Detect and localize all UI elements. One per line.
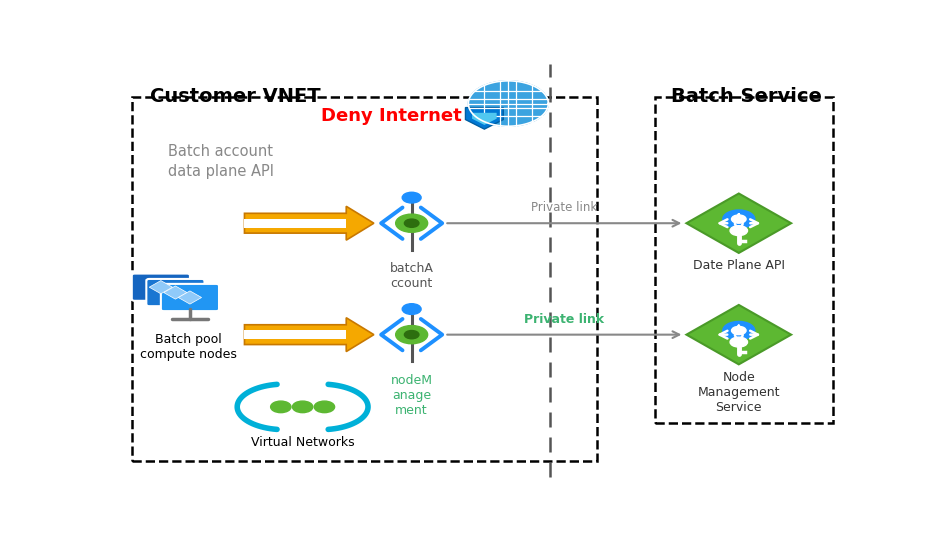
Circle shape — [468, 81, 549, 126]
FancyArrow shape — [245, 330, 346, 339]
Circle shape — [730, 337, 748, 347]
Polygon shape — [465, 108, 504, 129]
Polygon shape — [687, 305, 791, 364]
FancyArrow shape — [245, 219, 346, 228]
Text: Deny Internet: Deny Internet — [321, 107, 461, 125]
Polygon shape — [687, 193, 791, 253]
Circle shape — [723, 322, 755, 340]
Circle shape — [271, 401, 291, 413]
Circle shape — [730, 226, 748, 236]
FancyBboxPatch shape — [131, 273, 189, 301]
Circle shape — [402, 192, 421, 203]
Text: Batch account
data plane API: Batch account data plane API — [168, 144, 274, 178]
Polygon shape — [472, 113, 496, 125]
Text: batchA
ccount: batchA ccount — [389, 263, 433, 291]
Polygon shape — [178, 291, 202, 304]
Text: Private link: Private link — [531, 201, 598, 214]
Polygon shape — [164, 286, 187, 299]
Circle shape — [402, 304, 421, 315]
Circle shape — [723, 210, 755, 228]
Text: nodeM
anage
ment: nodeM anage ment — [390, 374, 432, 417]
Circle shape — [396, 214, 428, 232]
FancyBboxPatch shape — [161, 284, 219, 311]
Text: Node
Management
Service: Node Management Service — [698, 370, 780, 414]
Text: Batch Service: Batch Service — [672, 87, 822, 106]
Circle shape — [404, 331, 419, 339]
Circle shape — [732, 326, 746, 334]
FancyArrow shape — [245, 318, 374, 352]
Circle shape — [314, 401, 335, 413]
Circle shape — [404, 219, 419, 227]
FancyBboxPatch shape — [146, 279, 204, 306]
Text: Private link: Private link — [524, 312, 604, 325]
Text: Virtual Networks: Virtual Networks — [250, 436, 355, 449]
Polygon shape — [149, 280, 173, 294]
Circle shape — [293, 401, 312, 413]
Circle shape — [396, 325, 428, 344]
FancyArrow shape — [245, 206, 374, 240]
Circle shape — [732, 215, 746, 223]
Text: Date Plane API: Date Plane API — [693, 259, 785, 272]
Text: Batch pool
compute nodes: Batch pool compute nodes — [140, 333, 237, 361]
Text: Customer VNET: Customer VNET — [150, 87, 321, 106]
